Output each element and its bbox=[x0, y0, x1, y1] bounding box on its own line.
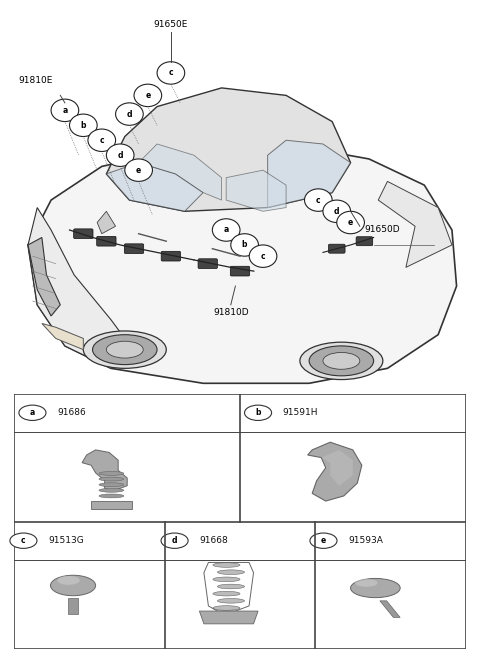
Polygon shape bbox=[321, 450, 353, 485]
Ellipse shape bbox=[217, 584, 244, 589]
Ellipse shape bbox=[57, 576, 80, 585]
Text: 91650E: 91650E bbox=[154, 20, 188, 29]
Polygon shape bbox=[226, 170, 286, 211]
Circle shape bbox=[51, 99, 79, 121]
Ellipse shape bbox=[350, 579, 400, 598]
Circle shape bbox=[70, 114, 97, 136]
Polygon shape bbox=[28, 144, 456, 383]
Ellipse shape bbox=[93, 335, 157, 365]
Polygon shape bbox=[139, 144, 222, 200]
FancyBboxPatch shape bbox=[356, 237, 372, 246]
Circle shape bbox=[125, 159, 153, 182]
FancyBboxPatch shape bbox=[161, 251, 180, 261]
Text: a: a bbox=[30, 408, 35, 417]
Circle shape bbox=[157, 62, 185, 84]
Ellipse shape bbox=[213, 577, 240, 582]
Text: c: c bbox=[316, 195, 321, 205]
Ellipse shape bbox=[107, 341, 143, 358]
FancyBboxPatch shape bbox=[73, 229, 93, 239]
Circle shape bbox=[231, 234, 258, 256]
Circle shape bbox=[116, 103, 143, 125]
FancyBboxPatch shape bbox=[124, 244, 144, 254]
Polygon shape bbox=[107, 88, 350, 211]
Circle shape bbox=[337, 211, 364, 234]
Text: c: c bbox=[21, 536, 26, 545]
Text: a: a bbox=[62, 106, 68, 115]
Polygon shape bbox=[199, 611, 258, 624]
Polygon shape bbox=[308, 442, 362, 501]
Text: b: b bbox=[242, 241, 247, 249]
Ellipse shape bbox=[50, 575, 96, 596]
Polygon shape bbox=[107, 163, 203, 211]
Text: 91668: 91668 bbox=[199, 536, 228, 545]
Circle shape bbox=[323, 200, 350, 222]
Polygon shape bbox=[268, 140, 350, 207]
Text: e: e bbox=[145, 91, 150, 100]
Text: d: d bbox=[334, 207, 339, 216]
Ellipse shape bbox=[99, 483, 124, 487]
Circle shape bbox=[304, 189, 332, 211]
Text: 91810E: 91810E bbox=[19, 76, 53, 85]
Text: d: d bbox=[172, 536, 177, 545]
Circle shape bbox=[10, 533, 37, 548]
Polygon shape bbox=[68, 598, 78, 613]
Text: 91650D: 91650D bbox=[364, 226, 400, 234]
Text: d: d bbox=[127, 110, 132, 119]
Text: e: e bbox=[348, 218, 353, 227]
Text: d: d bbox=[118, 151, 123, 159]
Text: c: c bbox=[99, 136, 104, 145]
Circle shape bbox=[249, 245, 277, 268]
Circle shape bbox=[134, 84, 162, 106]
Circle shape bbox=[244, 405, 272, 420]
Text: a: a bbox=[224, 226, 229, 234]
Ellipse shape bbox=[99, 477, 124, 481]
Ellipse shape bbox=[84, 331, 166, 369]
Ellipse shape bbox=[300, 342, 383, 380]
Text: b: b bbox=[255, 408, 261, 417]
Polygon shape bbox=[82, 450, 127, 491]
Text: 91686: 91686 bbox=[57, 408, 86, 417]
Ellipse shape bbox=[99, 472, 124, 476]
Ellipse shape bbox=[213, 605, 240, 610]
Text: 91513G: 91513G bbox=[48, 536, 84, 545]
Polygon shape bbox=[28, 237, 60, 316]
Polygon shape bbox=[380, 601, 400, 617]
Text: 91810D: 91810D bbox=[213, 308, 249, 317]
FancyBboxPatch shape bbox=[96, 236, 116, 246]
Circle shape bbox=[161, 533, 188, 548]
Circle shape bbox=[212, 219, 240, 241]
Polygon shape bbox=[28, 207, 139, 369]
Ellipse shape bbox=[99, 494, 124, 498]
Ellipse shape bbox=[309, 346, 373, 376]
Polygon shape bbox=[91, 501, 132, 509]
Ellipse shape bbox=[323, 352, 360, 369]
Ellipse shape bbox=[217, 570, 244, 575]
Text: b: b bbox=[81, 121, 86, 130]
Circle shape bbox=[107, 144, 134, 167]
Ellipse shape bbox=[213, 591, 240, 596]
Circle shape bbox=[310, 533, 337, 548]
Ellipse shape bbox=[355, 579, 378, 586]
Polygon shape bbox=[97, 211, 116, 234]
Ellipse shape bbox=[217, 598, 244, 603]
Ellipse shape bbox=[99, 488, 124, 492]
Text: e: e bbox=[321, 536, 326, 545]
Text: 91591H: 91591H bbox=[283, 408, 318, 417]
Polygon shape bbox=[378, 181, 452, 268]
FancyBboxPatch shape bbox=[230, 266, 250, 276]
FancyBboxPatch shape bbox=[328, 244, 345, 253]
FancyBboxPatch shape bbox=[198, 258, 217, 268]
Text: c: c bbox=[168, 68, 173, 77]
Circle shape bbox=[88, 129, 116, 152]
Circle shape bbox=[19, 405, 46, 420]
Text: e: e bbox=[136, 166, 141, 174]
Polygon shape bbox=[42, 323, 84, 350]
Text: 91593A: 91593A bbox=[348, 536, 383, 545]
Ellipse shape bbox=[213, 563, 240, 567]
Text: c: c bbox=[261, 252, 265, 260]
